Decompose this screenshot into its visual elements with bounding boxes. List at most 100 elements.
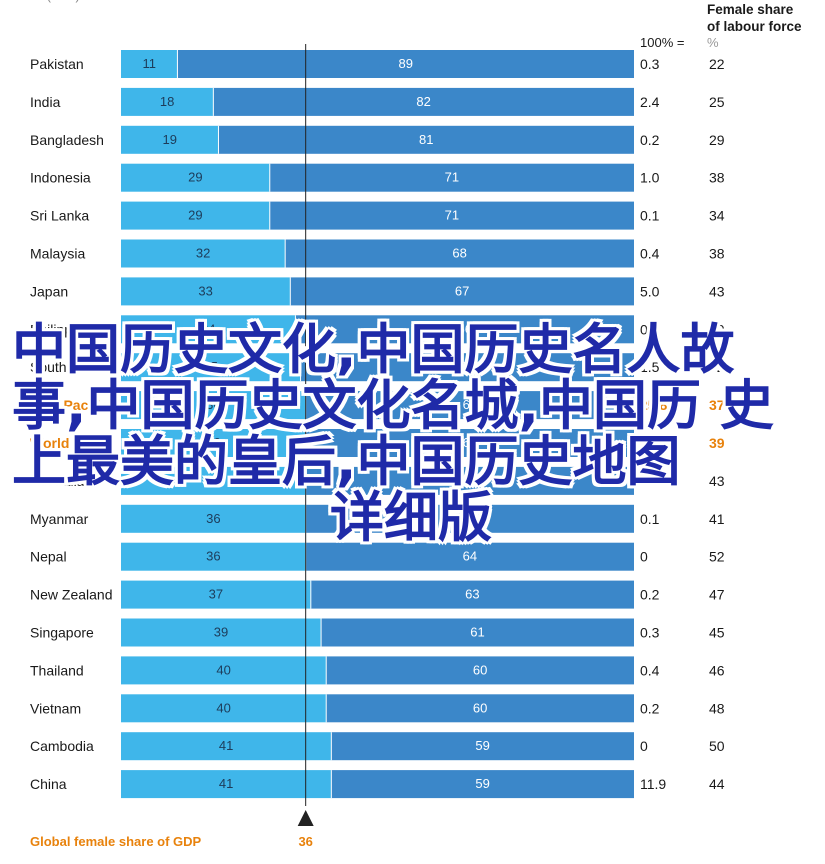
share-value-label: 45 xyxy=(709,625,725,641)
bar-male-segment xyxy=(305,429,634,457)
country-label: Cambodia xyxy=(30,738,94,754)
male-value-label: 61 xyxy=(470,625,484,640)
bar-female-segment xyxy=(121,694,327,723)
chart-row: Sri Lanka 29 71 0.1 34 xyxy=(30,201,725,230)
country-label: Australia xyxy=(30,473,85,489)
female-value-label: 36 xyxy=(206,435,220,450)
total-value-label: 11.9 xyxy=(640,776,666,792)
share-value-label: 50 xyxy=(709,738,725,754)
male-value-label: 67 xyxy=(455,283,469,298)
country-label: Sri Lanka xyxy=(30,208,89,224)
female-value-label: 29 xyxy=(188,208,202,223)
bar-male-segment xyxy=(331,732,634,761)
chart-row: World 36 64 80.2 39 xyxy=(30,429,725,457)
share-value-label: 43 xyxy=(709,283,725,299)
male-value-label: 68 xyxy=(452,246,466,261)
chart-row: India 18 82 2.4 25 xyxy=(30,87,725,116)
country-label: China xyxy=(30,776,67,792)
total-value-label: 5.0 xyxy=(640,283,660,299)
male-value-label: 66 xyxy=(457,321,471,336)
total-value-label: 25.8 xyxy=(640,397,667,413)
bar-male-segment xyxy=(305,542,634,571)
chart-row: Bangladesh 19 81 0.2 29 xyxy=(30,125,725,154)
female-value-label: 36 xyxy=(206,473,220,488)
female-value-label: 36 xyxy=(206,549,220,564)
share-value-label: 40 xyxy=(709,321,725,337)
male-value-label: 89 xyxy=(398,56,412,71)
bar-male-segment xyxy=(295,315,634,344)
total-value-label: 0.1 xyxy=(640,511,660,527)
share-value-label: 25 xyxy=(709,94,725,110)
country-label: Nepal xyxy=(30,549,67,565)
bar-male-segment xyxy=(326,694,634,723)
share-value-label: 43 xyxy=(709,473,725,489)
bar-female-segment xyxy=(121,125,219,154)
chart-row: Philippines 34 66 0.3 40 xyxy=(30,315,725,344)
female-value-label: 32 xyxy=(196,246,210,261)
female-value-label: 40 xyxy=(216,700,230,715)
bar-female-segment xyxy=(121,618,322,647)
country-label: Bangladesh xyxy=(30,132,104,148)
bar-female-segment xyxy=(121,163,270,192)
bar-female-segment xyxy=(121,315,296,344)
bar-female-segment xyxy=(121,87,214,116)
bar-male-segment xyxy=(290,277,634,306)
chart-row: Asia Pacific 36 64 25.8 37 xyxy=(30,391,725,420)
bar-female-segment xyxy=(121,201,270,230)
bar-male-segment xyxy=(269,163,634,192)
share-value-label: 41 xyxy=(709,511,725,527)
share-value-label: 38 xyxy=(709,246,725,262)
country-label: Pakistan xyxy=(30,56,84,72)
country-label: Indonesia xyxy=(30,170,91,186)
bar-male-segment xyxy=(305,466,634,495)
bar-female-segment xyxy=(121,770,332,799)
female-value-label: 33 xyxy=(198,283,212,298)
total-value-label: 0.4 xyxy=(640,662,660,678)
male-value-label: 71 xyxy=(445,170,459,185)
bar-female-segment xyxy=(121,732,332,761)
share-value-label: 42 xyxy=(709,359,725,375)
header-cut-text: … (…%) xyxy=(30,0,80,3)
share-column-title-line-2: of labour force xyxy=(707,19,802,34)
total-value-label: 80.2 xyxy=(640,435,667,451)
share-value-label: 46 xyxy=(709,662,725,678)
female-value-label: 41 xyxy=(219,738,233,753)
chart-row: Thailand 40 60 0.4 46 xyxy=(30,656,725,685)
total-column-header: 100% = xyxy=(640,35,684,50)
female-value-label: 39 xyxy=(214,625,228,640)
female-value-label: 40 xyxy=(216,662,230,677)
chart-row: Australia 36 64 1.5 43 xyxy=(30,466,725,495)
total-value-label: 0.3 xyxy=(640,56,660,72)
total-value-label: 0.2 xyxy=(640,700,660,716)
male-value-label: 59 xyxy=(475,738,489,753)
total-value-label: 0.2 xyxy=(640,132,660,148)
male-value-label: 63 xyxy=(465,587,479,602)
country-label: New Zealand xyxy=(30,587,113,603)
bar-female-segment xyxy=(121,239,286,268)
country-label: Myanmar xyxy=(30,511,89,527)
female-value-label: 37 xyxy=(209,587,223,602)
total-value-label: 0.4 xyxy=(640,246,660,262)
bar-female-segment xyxy=(121,504,306,533)
country-label: Vietnam xyxy=(30,700,81,716)
bar-male-segment xyxy=(305,391,634,420)
male-value-label: 71 xyxy=(445,208,459,223)
male-value-label: 64 xyxy=(463,473,477,488)
female-value-label: 29 xyxy=(188,170,202,185)
chart-row: Japan 33 67 5.0 43 xyxy=(30,277,725,306)
x-axis-label: Global female share of GDP xyxy=(30,834,202,849)
chart-row: Singapore 39 61 0.3 45 xyxy=(30,618,725,647)
female-value-label: 11 xyxy=(142,56,156,71)
bar-male-segment xyxy=(285,239,634,268)
total-value-label: 1.5 xyxy=(640,473,660,489)
male-value-label: 81 xyxy=(419,132,433,147)
male-value-label: 59 xyxy=(475,776,489,791)
bar-male-segment xyxy=(331,770,634,799)
country-label: Asia Pacific xyxy=(30,397,109,413)
chart-row: Myanmar 36 64 0.1 41 xyxy=(30,504,725,533)
chart-row: Nepal 36 64 0 52 xyxy=(30,542,725,571)
female-value-label: 18 xyxy=(160,94,174,109)
share-value-label: 34 xyxy=(709,208,725,224)
total-value-label: 0.3 xyxy=(640,625,660,641)
share-column-title-line-1: Female share xyxy=(707,2,794,17)
